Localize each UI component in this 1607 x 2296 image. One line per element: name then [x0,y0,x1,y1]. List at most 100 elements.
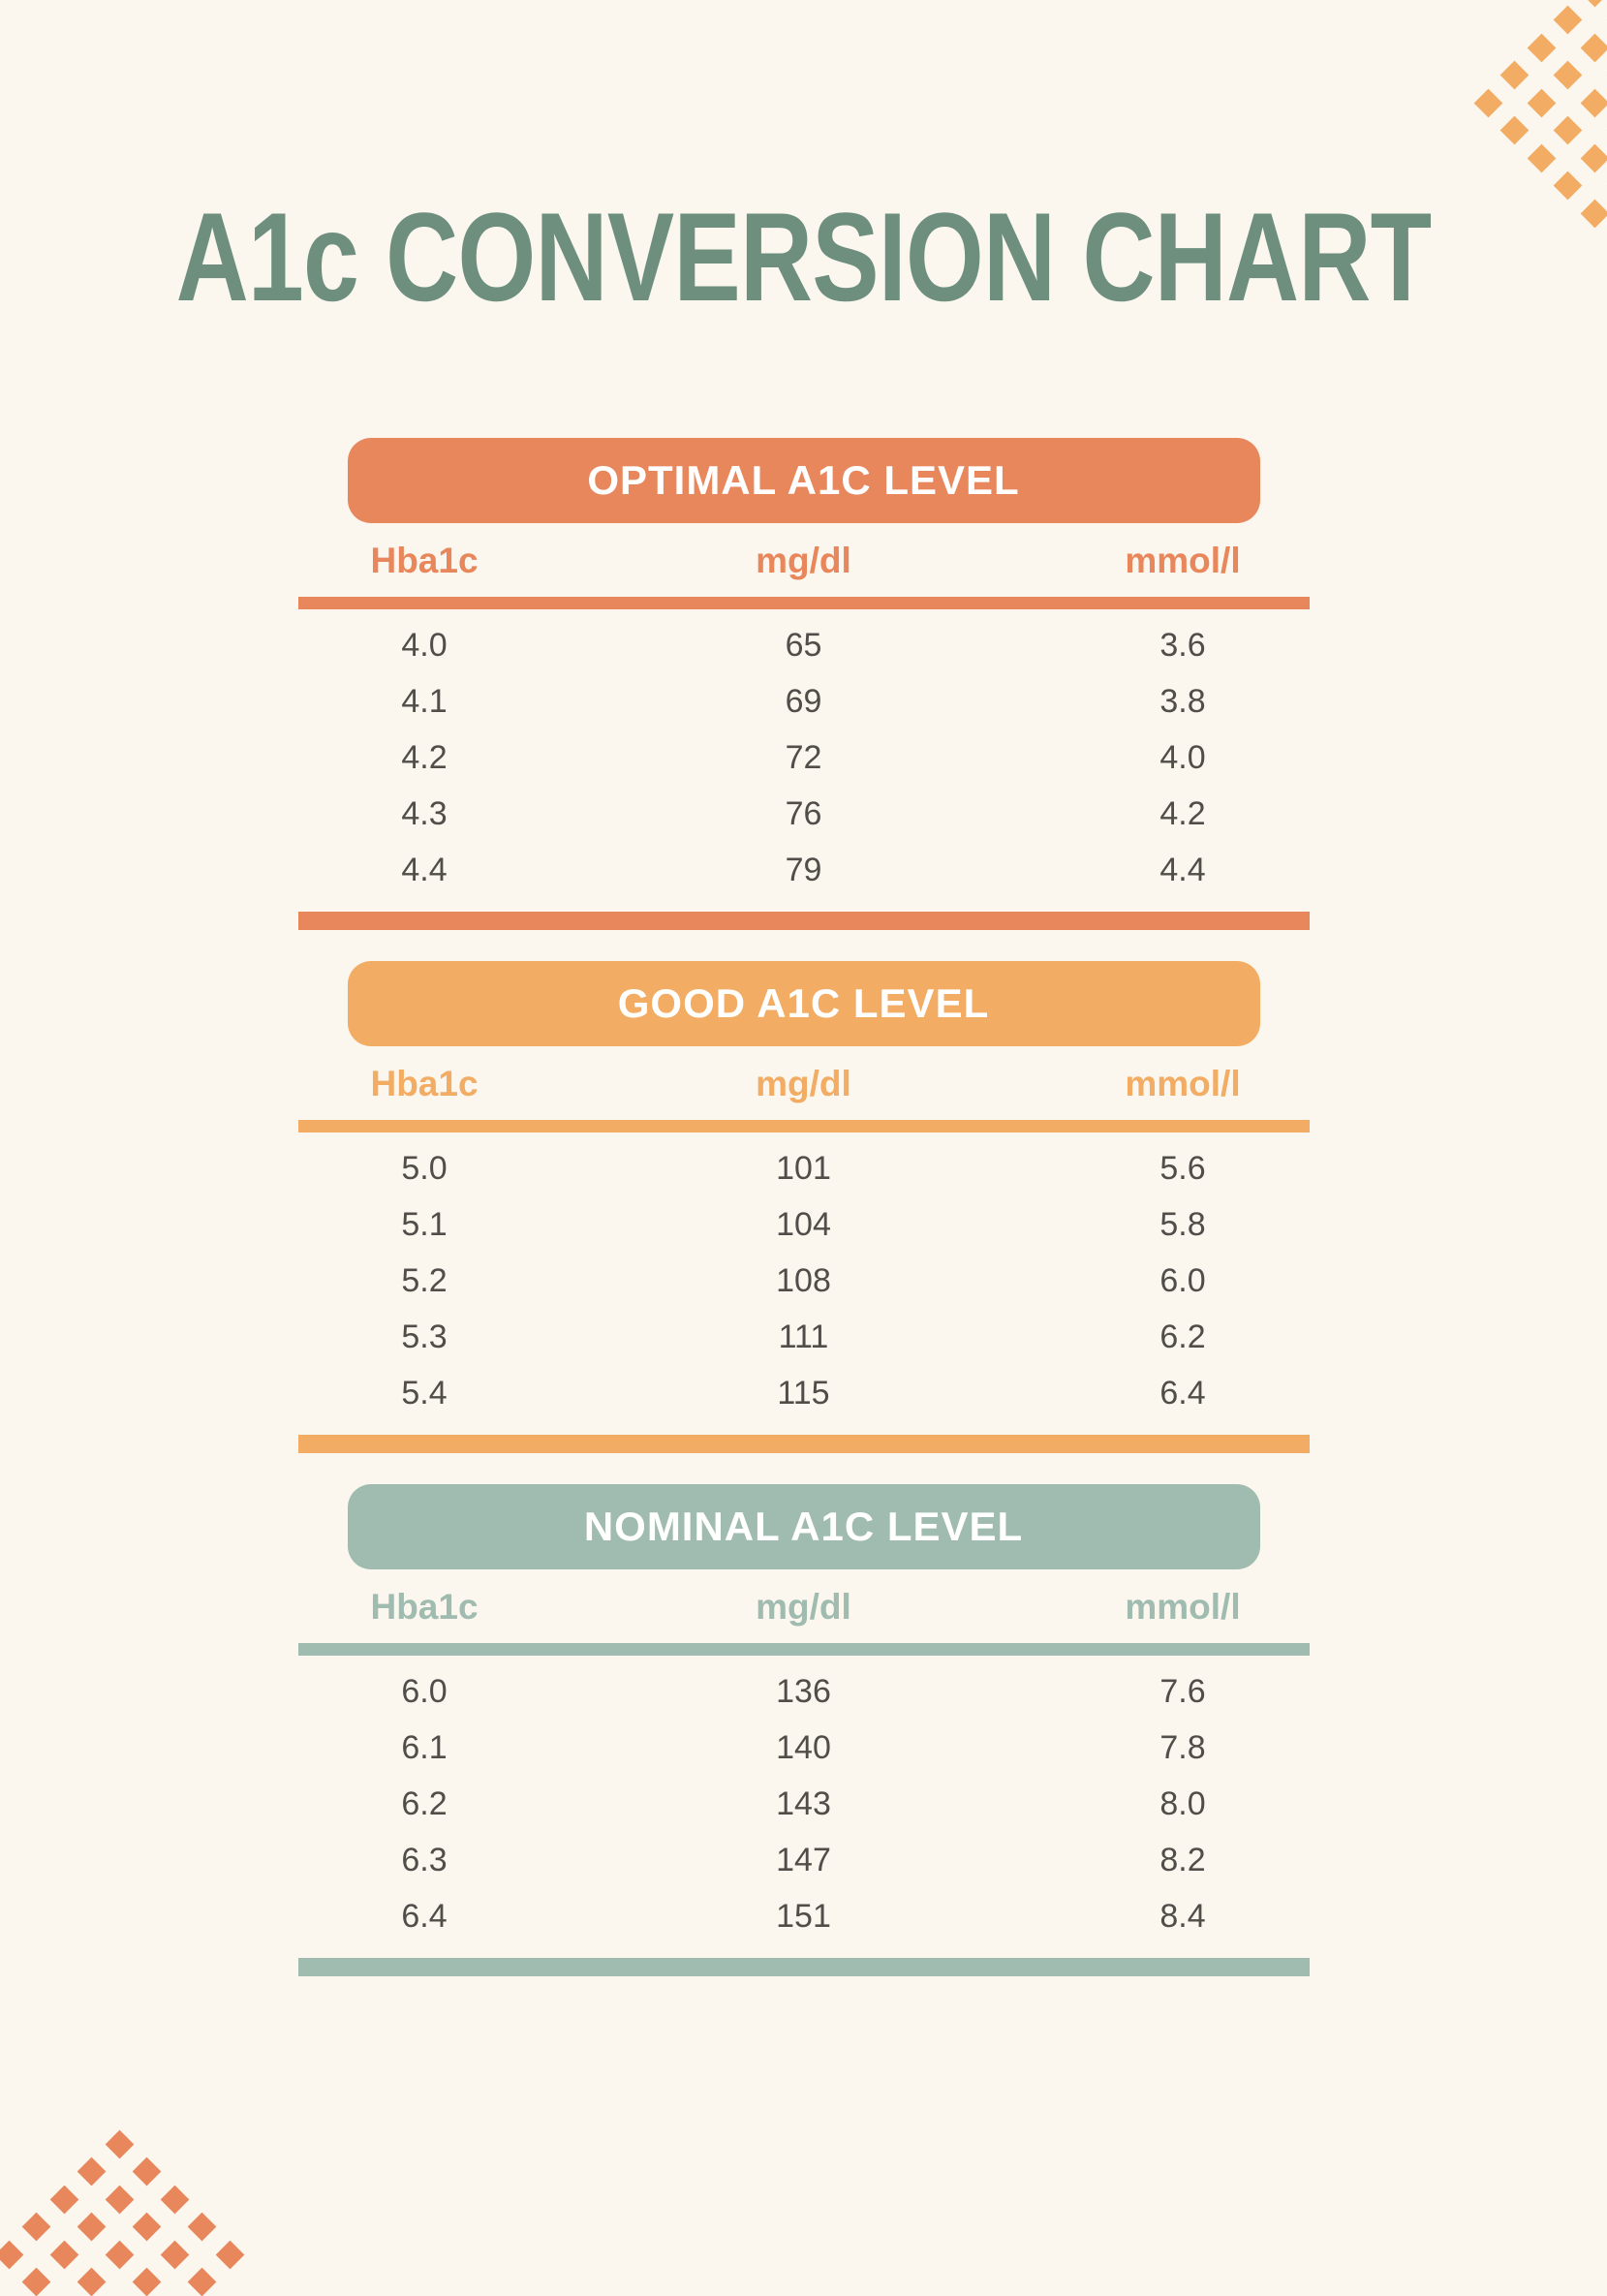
section-optimal-a1c-level: OPTIMAL A1C LEVEL Hba1c mg/dl mmol/l 4.0… [298,438,1310,930]
table-cell: 4.4 [298,852,551,889]
table-cell: 4.4 [1057,852,1310,889]
table-cell: 5.0 [298,1150,551,1188]
table-cell: 5.2 [298,1262,551,1300]
table-cell: 4.2 [1057,795,1310,833]
column-header-mmoll: mmol/l [1057,1064,1310,1104]
diamond-icon [1500,61,1530,90]
diamond-icon [77,2268,107,2296]
diamond-icon [105,2129,134,2158]
diamond-icon [77,2157,107,2187]
column-header-mgdl: mg/dl [551,1064,1057,1104]
table-cell: 115 [551,1375,1057,1412]
table-top-rule [298,597,1310,609]
section-banner: GOOD A1C LEVEL [348,961,1260,1046]
column-header-mmoll: mmol/l [1057,1587,1310,1628]
table-column-headers: Hba1c mg/dl mmol/l [298,1064,1310,1104]
table-bottom-rule [298,1958,1310,1976]
section-title: GOOD A1C LEVEL [618,980,990,1027]
table-cell: 7.8 [1057,1729,1310,1767]
table-cell: 6.2 [1057,1319,1310,1356]
section-title: NOMINAL A1C LEVEL [584,1504,1023,1550]
diamond-icon [105,2240,134,2269]
table-cell: 4.1 [298,683,551,721]
table-cell: 143 [551,1785,1057,1823]
diamond-icon [0,2240,23,2269]
section-banner: OPTIMAL A1C LEVEL [348,438,1260,523]
diamond-icon [49,2185,78,2214]
table-cell: 65 [551,627,1057,665]
table-cell: 3.8 [1057,683,1310,721]
table-cell: 8.4 [1057,1898,1310,1936]
table-cell: 5.8 [1057,1206,1310,1244]
diamond-icon [1527,33,1556,62]
table-bottom-rule [298,1435,1310,1453]
diamond-icon [188,2213,217,2242]
table-cell: 6.4 [1057,1375,1310,1412]
diamond-icon [1527,143,1556,172]
table-cell: 72 [551,739,1057,777]
diamond-icon [1527,88,1556,117]
section-title: OPTIMAL A1C LEVEL [587,457,1019,504]
diamond-icon [133,2213,162,2242]
diamond-icon [1554,116,1583,145]
diamond-icon [1473,88,1502,117]
column-header-hba1c: Hba1c [298,1587,551,1628]
diamond-icon [188,2268,217,2296]
diamond-icon [1580,88,1607,117]
page-title: A1c CONVERSION CHART [161,0,1446,320]
diamond-icon [133,2157,162,2187]
table-cell: 136 [551,1673,1057,1711]
table-cell: 76 [551,795,1057,833]
diamond-icon [1580,33,1607,62]
diamond-icon [22,2213,51,2242]
table-column-headers: Hba1c mg/dl mmol/l [298,541,1310,581]
table-cell: 5.6 [1057,1150,1310,1188]
content-column: OPTIMAL A1C LEVEL Hba1c mg/dl mmol/l 4.0… [298,438,1310,1976]
table-cell: 4.3 [298,795,551,833]
column-header-mgdl: mg/dl [551,541,1057,581]
diamond-icon [105,2185,134,2214]
diamond-icon [160,2240,189,2269]
diamond-icon [1580,143,1607,172]
table-cell: 5.3 [298,1319,551,1356]
column-header-mmoll: mmol/l [1057,541,1310,581]
table-cell: 6.1 [298,1729,551,1767]
table-cell: 6.4 [298,1898,551,1936]
column-header-mgdl: mg/dl [551,1587,1057,1628]
table-cell: 4.0 [298,627,551,665]
table-cell: 7.6 [1057,1673,1310,1711]
diamond-icon [1580,199,1607,228]
table-cell: 140 [551,1729,1057,1767]
table-top-rule [298,1120,1310,1132]
diamond-icon [1554,171,1583,201]
table-cell: 69 [551,683,1057,721]
table-column-headers: Hba1c mg/dl mmol/l [298,1587,1310,1628]
column-header-hba1c: Hba1c [298,541,551,581]
diamond-icon [49,2240,78,2269]
diamond-icon [1554,6,1583,35]
table-cell: 101 [551,1150,1057,1188]
diamond-icon [22,2268,51,2296]
table-cell: 147 [551,1842,1057,1879]
table-cell: 79 [551,852,1057,889]
diamond-icon [215,2240,244,2269]
table-cell: 5.1 [298,1206,551,1244]
section-nominal-a1c-level: NOMINAL A1C LEVEL Hba1c mg/dl mmol/l 6.0… [298,1484,1310,1976]
table-cell: 5.4 [298,1375,551,1412]
table-cell: 104 [551,1206,1057,1244]
